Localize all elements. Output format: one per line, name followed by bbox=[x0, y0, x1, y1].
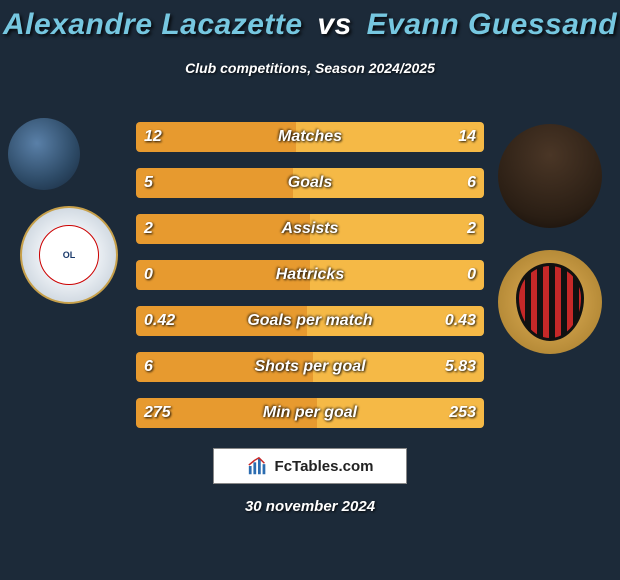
bar-right-fill bbox=[313, 352, 484, 382]
bar-left-fill bbox=[136, 122, 296, 152]
player1-avatar bbox=[8, 118, 80, 190]
player2-avatar bbox=[498, 124, 602, 228]
bar-row: 00Hattricks bbox=[136, 260, 484, 290]
footer-site-badge: FcTables.com bbox=[213, 448, 407, 484]
page-title: Alexandre Lacazette vs Evann Guessand bbox=[0, 0, 620, 42]
bar-row: 275253Min per goal bbox=[136, 398, 484, 428]
bar-left-fill bbox=[136, 214, 310, 244]
club1-crest: OL bbox=[20, 206, 118, 304]
bar-chart-icon bbox=[247, 455, 269, 477]
bar-left-fill bbox=[136, 352, 313, 382]
bar-row: 1214Matches bbox=[136, 122, 484, 152]
bar-right-fill bbox=[307, 306, 484, 336]
title-player2: Evann Guessand bbox=[367, 8, 617, 41]
comparison-bars: 1214Matches 56Goals 22Assists 00Hattricks 0.… bbox=[136, 122, 484, 444]
bar-left-fill bbox=[136, 398, 317, 428]
club2-crest bbox=[498, 250, 602, 354]
bar-right-fill bbox=[317, 398, 484, 428]
bar-right-fill bbox=[310, 214, 484, 244]
bar-row: 56Goals bbox=[136, 168, 484, 198]
subtitle: Club competitions, Season 2024/2025 bbox=[0, 60, 620, 76]
bar-row: 0.420.43Goals per match bbox=[136, 306, 484, 336]
date-text: 30 november 2024 bbox=[0, 498, 620, 515]
bar-right-fill bbox=[296, 122, 484, 152]
bar-left-fill bbox=[136, 306, 307, 336]
bar-row: 22Assists bbox=[136, 214, 484, 244]
bar-left-fill bbox=[136, 260, 310, 290]
bar-right-fill bbox=[310, 260, 484, 290]
club2-crest-inner bbox=[516, 263, 584, 341]
footer-site-text: FcTables.com bbox=[275, 458, 374, 475]
bar-left-fill bbox=[136, 168, 293, 198]
bar-right-fill bbox=[293, 168, 484, 198]
title-player1: Alexandre Lacazette bbox=[3, 8, 303, 41]
bar-row: 65.83Shots per goal bbox=[136, 352, 484, 382]
club1-crest-inner: OL bbox=[39, 225, 99, 285]
title-vs: vs bbox=[317, 8, 351, 41]
